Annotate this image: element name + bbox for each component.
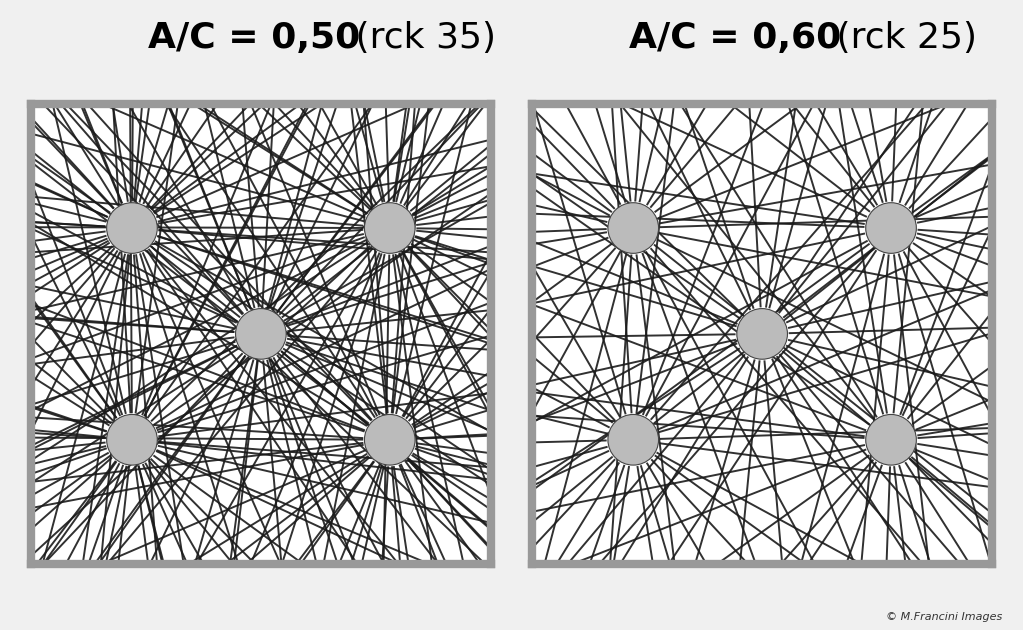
Circle shape bbox=[106, 415, 158, 465]
Circle shape bbox=[235, 309, 286, 359]
Circle shape bbox=[737, 309, 788, 359]
Circle shape bbox=[106, 203, 158, 253]
Text: (rck 35): (rck 35) bbox=[344, 21, 496, 55]
Text: © M.Francini Images: © M.Francini Images bbox=[886, 612, 1003, 622]
Circle shape bbox=[865, 415, 917, 465]
Circle shape bbox=[608, 415, 659, 465]
Circle shape bbox=[364, 203, 415, 253]
Circle shape bbox=[608, 203, 659, 253]
Circle shape bbox=[865, 203, 917, 253]
Text: (rck 25): (rck 25) bbox=[825, 21, 977, 55]
Circle shape bbox=[364, 415, 415, 465]
Text: A/C = 0,50: A/C = 0,50 bbox=[148, 21, 360, 55]
Text: A/C = 0,60: A/C = 0,60 bbox=[629, 21, 841, 55]
